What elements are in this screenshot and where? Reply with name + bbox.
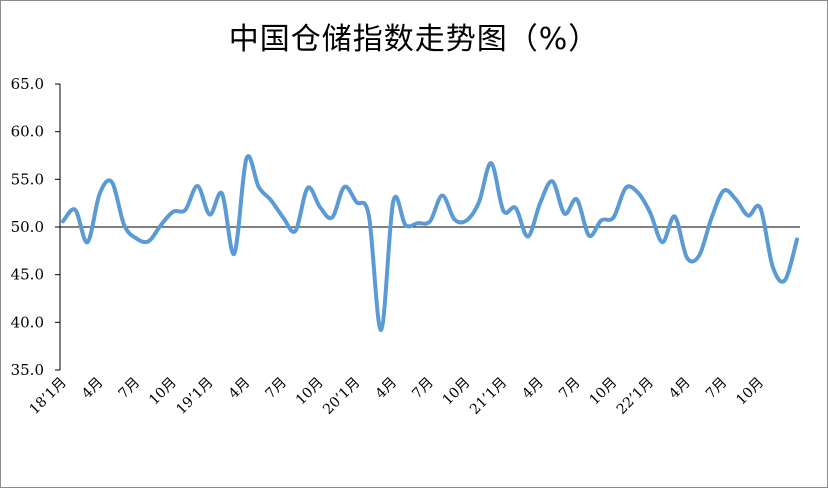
x-tick-label: 4月 [226,375,254,403]
data-point [526,235,530,239]
data-point [134,236,138,240]
data-point [391,199,395,203]
data-point [795,237,799,241]
data-point [416,221,420,225]
x-tick-label: 10月 [146,375,180,409]
data-point [563,212,567,216]
data-point [440,194,444,198]
x-tick-label: 10月 [293,375,327,409]
x-tick-label: 7月 [116,375,144,403]
y-tick-label: 45.0 [11,266,44,284]
data-point [379,328,383,332]
data-point [673,215,677,219]
data-point [159,223,163,227]
data-point [575,197,579,201]
y-tick-label: 60.0 [11,123,44,141]
data-point [550,179,554,183]
x-tick-label: 7月 [703,375,731,403]
x-tick-label: 10月 [440,375,474,409]
data-point [489,161,493,165]
x-tick-label: 4月 [666,375,694,403]
data-point [293,229,297,233]
data-point [367,214,371,218]
series-line [61,154,799,332]
x-tick-label: 21’1月 [467,375,510,418]
data-point [612,215,616,219]
x-tick-label: 10月 [587,375,621,409]
data-point [465,218,469,222]
x-tick-label: 18’1月 [27,375,70,418]
y-axis-ticks: 35.0 40.0 45.0 50.0 55.0 60.0 65.0 [11,75,60,379]
data-point [73,208,77,212]
data-point [342,185,346,189]
x-tick-label: 10月 [733,375,767,409]
data-point [452,217,456,221]
data-point [245,156,249,160]
data-point [685,256,689,260]
data-point [171,210,175,214]
y-tick-label: 40.0 [11,313,44,331]
data-point [85,240,89,244]
x-tick-label: 20’1月 [320,375,363,418]
x-tick-label: 4月 [519,375,547,403]
data-point [783,278,787,282]
data-point [734,197,738,201]
data-point [771,264,775,268]
data-point [232,252,236,256]
data-point [61,219,65,223]
y-tick-label: 35.0 [11,361,44,379]
data-point [196,184,200,188]
data-point [599,218,603,222]
data-point [428,219,432,223]
data-point [587,234,591,238]
data-point [636,191,640,195]
data-point [624,186,628,190]
data-point [220,192,224,196]
data-point [183,208,187,212]
data-point [98,192,102,196]
data-point [208,213,212,217]
y-tick-label: 50.0 [11,218,44,236]
x-tick-label: 7月 [556,375,584,403]
y-tick-label: 65.0 [11,75,44,93]
x-tick-label: 4月 [373,375,401,403]
data-point [697,254,701,258]
data-point [257,185,261,189]
data-point [355,200,359,204]
data-point [404,223,408,227]
data-point [122,223,126,227]
data-point [477,200,481,204]
data-point [709,216,713,220]
data-point [147,239,151,243]
data-point [269,198,273,202]
data-point [110,180,114,184]
data-point [330,215,334,219]
data-point [648,211,652,215]
data-point [514,206,518,210]
data-point [722,189,726,193]
chart-title: 中国仓储指数走势图（%） [228,22,600,57]
data-points [61,156,799,332]
data-point [318,205,322,209]
data-point [538,201,542,205]
data-point [306,186,310,190]
data-point [281,215,285,219]
y-tick-label: 55.0 [11,170,44,188]
x-tick-label: 22’1月 [614,375,657,418]
x-tick-label: 7月 [409,375,437,403]
x-tick-label: 19’1月 [173,375,216,418]
data-point [501,209,505,213]
data-point [660,240,664,244]
data-point [758,206,762,210]
x-tick-label: 4月 [79,375,107,403]
data-point [746,214,750,218]
x-tick-label: 7月 [263,375,291,403]
